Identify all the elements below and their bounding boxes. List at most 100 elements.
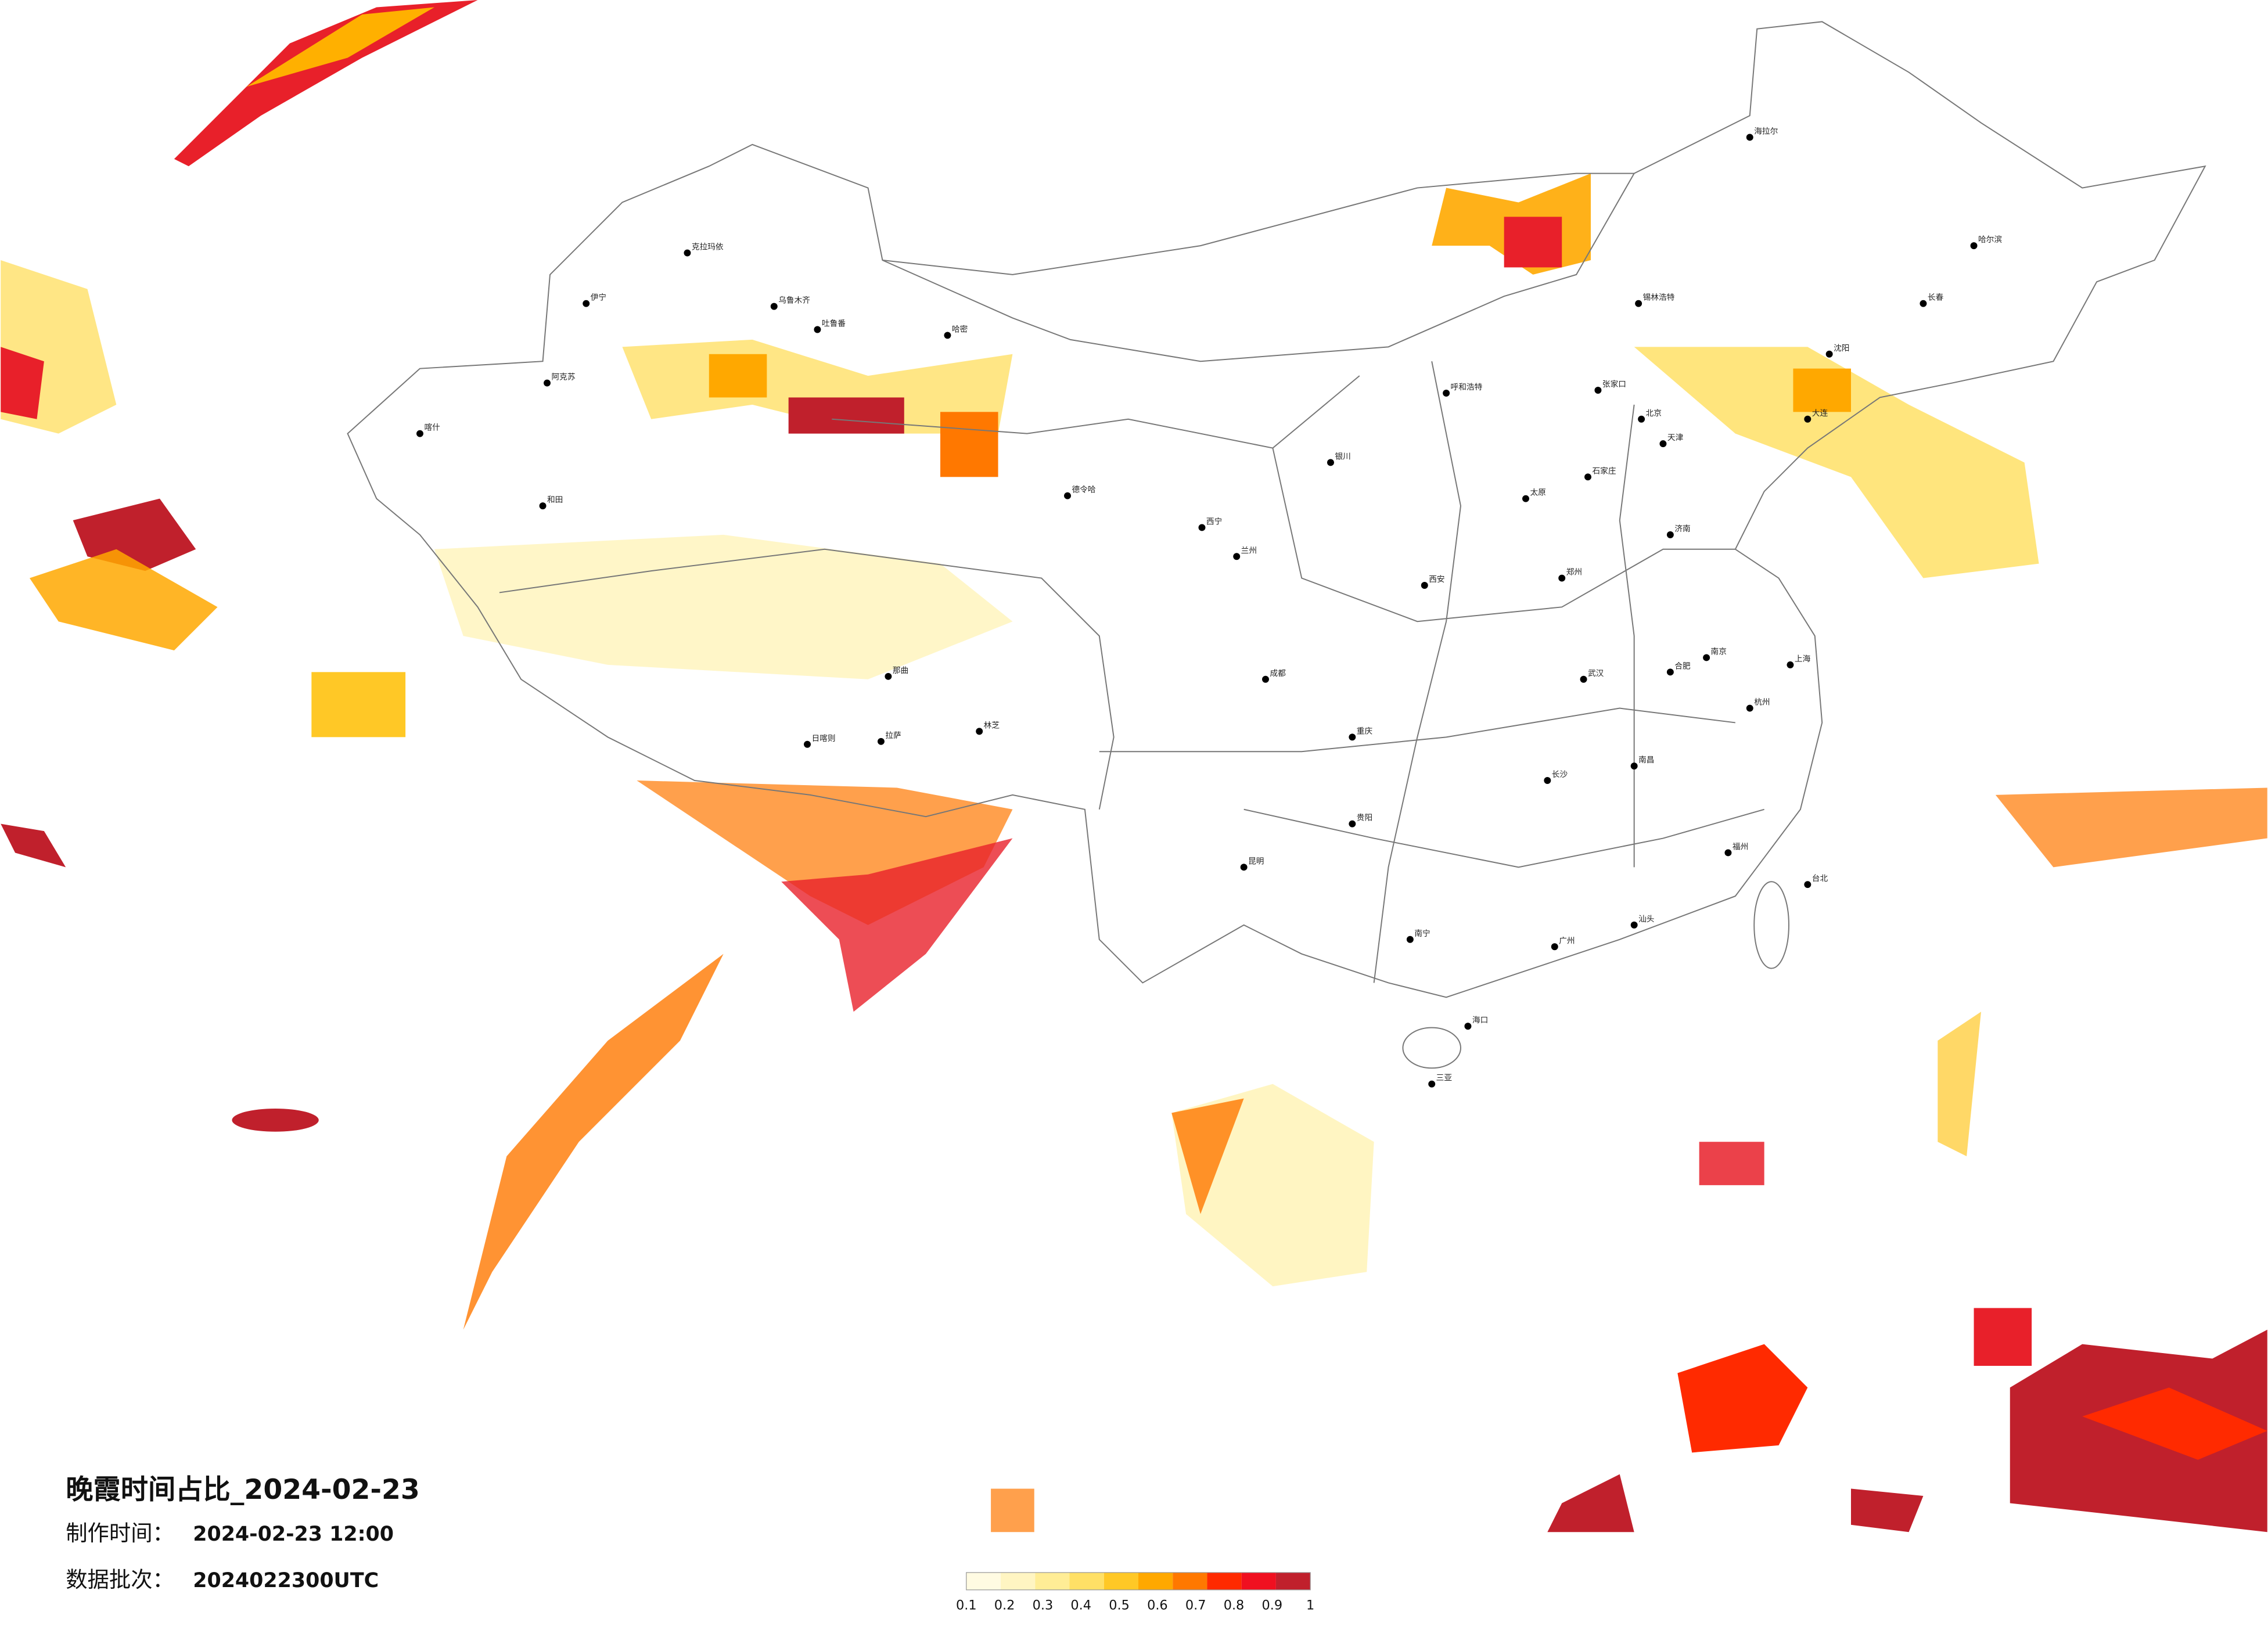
- city-label: 呼和浩特: [1451, 383, 1483, 392]
- city-label: 南京: [1711, 647, 1727, 656]
- city-dot: [684, 249, 691, 257]
- city-dot: [1327, 459, 1334, 466]
- city-label: 汕头: [1638, 915, 1654, 924]
- colorbar-tick-label: 0.4: [1070, 1598, 1091, 1613]
- city-label: 合肥: [1674, 661, 1691, 671]
- colorbar-cell: [1035, 1572, 1070, 1590]
- city-label: 和田: [547, 495, 563, 505]
- city-label: 成都: [1270, 669, 1286, 678]
- city-label: 林芝: [984, 721, 1000, 730]
- city-label: 哈密: [952, 324, 968, 334]
- city-dot: [539, 502, 547, 510]
- city-label: 那曲: [893, 666, 908, 675]
- colorbar-cell: [1207, 1572, 1242, 1590]
- city-dot: [1724, 849, 1732, 857]
- city-dot: [1703, 654, 1710, 661]
- city-dot: [1920, 300, 1927, 307]
- city-label: 银川: [1335, 452, 1350, 461]
- colorbar-tick-label: 0.7: [1185, 1598, 1206, 1613]
- city-dot: [1349, 733, 1356, 741]
- city-label: 阿克苏: [551, 373, 575, 382]
- colorbar-tick-label: 0.3: [1033, 1598, 1054, 1613]
- city-label: 福州: [1733, 842, 1748, 851]
- batch-label: 数据批次：: [66, 1567, 174, 1592]
- city-label: 杭州: [1754, 698, 1770, 707]
- city-dot: [1584, 473, 1591, 481]
- city-label: 台北: [1812, 874, 1828, 883]
- colorbar-tick-label: 0.1: [956, 1598, 977, 1613]
- city-label: 日喀则: [811, 734, 835, 743]
- city-label: 锡林浩特: [1643, 293, 1675, 303]
- city-label: 德令哈: [1072, 485, 1095, 495]
- city-label: 太原: [1530, 488, 1545, 498]
- city-label: 石家庄: [1592, 466, 1616, 476]
- city-dot: [1638, 415, 1645, 423]
- colorbar-cell: [1241, 1572, 1276, 1590]
- colorbar-cell: [1275, 1572, 1311, 1590]
- city-label: 南宁: [1414, 929, 1430, 938]
- made-label: 制作时间：: [66, 1520, 174, 1546]
- city-label: 南昌: [1638, 756, 1654, 765]
- city-dot: [944, 332, 951, 339]
- city-dot: [814, 326, 821, 333]
- city-dot: [1666, 531, 1674, 538]
- city-label: 喀什: [424, 423, 440, 433]
- city-label: 济南: [1674, 524, 1690, 534]
- colorbar-cell: [1069, 1572, 1104, 1590]
- city-label: 大连: [1812, 409, 1828, 418]
- city-dot: [1198, 524, 1206, 531]
- colorbar-tick-label: 0.6: [1147, 1598, 1168, 1613]
- city-dot: [544, 379, 551, 387]
- city-label: 上海: [1795, 654, 1811, 664]
- borders: [347, 21, 2206, 1069]
- colorbar-tick-label: 0.5: [1109, 1598, 1130, 1613]
- colorbar-cell: [1173, 1572, 1207, 1590]
- city-dot: [804, 740, 811, 748]
- city-label: 海拉尔: [1754, 127, 1778, 136]
- map-title: 晚霞时间占比_2024-02-23: [66, 1474, 420, 1506]
- city-label: 哈尔滨: [1978, 235, 2002, 244]
- city-label: 张家口: [1602, 379, 1626, 389]
- city-label: 伊宁: [591, 293, 606, 303]
- city-dot: [1970, 242, 1978, 250]
- city-dot: [1406, 936, 1414, 943]
- colorbar-frame: [966, 1572, 1311, 1591]
- city-label: 沈阳: [1834, 344, 1849, 353]
- heat-field: [1, 0, 2267, 1533]
- city-label: 兰州: [1241, 546, 1257, 555]
- city-dot: [1522, 495, 1529, 502]
- city-dot: [1544, 777, 1551, 784]
- city-label: 西宁: [1206, 516, 1222, 526]
- city-label: 拉萨: [885, 731, 901, 740]
- city-dot: [1064, 492, 1071, 499]
- city-label: 吐鲁番: [822, 319, 846, 329]
- city-dot: [1594, 387, 1602, 394]
- city-dot: [1233, 553, 1241, 560]
- city-dot: [1558, 574, 1566, 582]
- city-dot: [770, 303, 778, 310]
- city-dot: [885, 672, 892, 680]
- city-label: 昆明: [1248, 857, 1264, 866]
- colorbar-cell: [1104, 1572, 1138, 1590]
- city-label: 长沙: [1552, 770, 1568, 779]
- city-dot: [1630, 762, 1638, 770]
- colorbar-tick-label: 0.8: [1224, 1598, 1245, 1613]
- city-dot: [976, 728, 983, 735]
- city-dot: [1746, 134, 1753, 141]
- city-dot: [416, 430, 423, 437]
- batch: 2024022300UTC: [193, 1569, 379, 1592]
- city-label: 长春: [1928, 293, 1944, 303]
- city-dot: [1635, 300, 1642, 307]
- colorbar-cell: [1001, 1572, 1036, 1590]
- city-dot: [1580, 675, 1587, 683]
- city-dot: [1262, 675, 1269, 683]
- colorbar-cell: [1138, 1572, 1173, 1590]
- city-dot: [1659, 440, 1667, 448]
- city-label: 克拉玛依: [692, 243, 724, 252]
- city-label: 三亚: [1436, 1074, 1453, 1083]
- city-label: 重庆: [1357, 726, 1373, 736]
- colorbar-tick-label: 1: [1306, 1598, 1314, 1613]
- city-label: 天津: [1667, 433, 1684, 443]
